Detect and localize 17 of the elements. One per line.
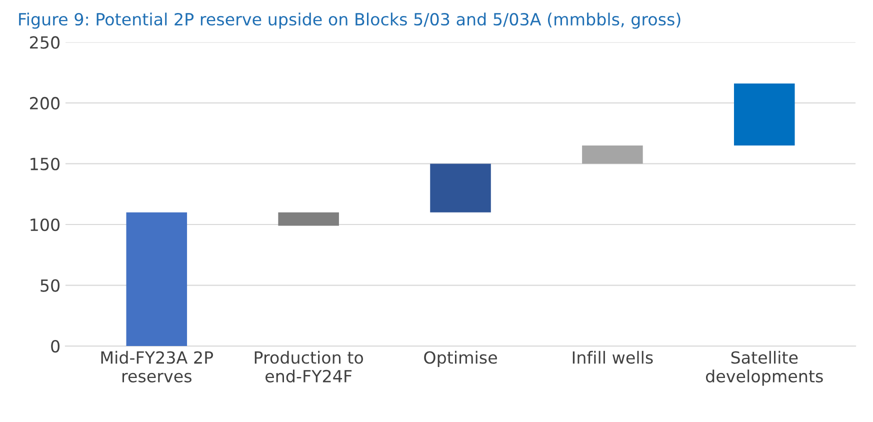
y-tick-label: 100 (30, 218, 60, 232)
x-tick-label: Production to end-FY24F (254, 350, 364, 382)
bar (582, 146, 643, 164)
y-tick-label: 250 (30, 36, 60, 49)
y-tick-label: 200 (30, 96, 60, 110)
x-tick-label: Mid-FY23A 2P reserves (101, 350, 214, 382)
x-tick-label: Infill wells (572, 350, 653, 364)
y-tick-label: 50 (40, 279, 60, 292)
bar (278, 212, 339, 226)
y-tick-label: 0 (51, 340, 60, 353)
chart-title: Figure 9: Potential 2P reserve upside on Blocks 5/03 and 5/03A (mmbbls, gross) (19, 12, 680, 29)
bar (126, 212, 188, 346)
x-tick-label: Optimise (424, 350, 497, 368)
bar (430, 164, 491, 212)
x-tick-label: Satellite developments (706, 350, 823, 386)
bar (734, 84, 795, 146)
y-tick-label: 150 (30, 158, 60, 170)
